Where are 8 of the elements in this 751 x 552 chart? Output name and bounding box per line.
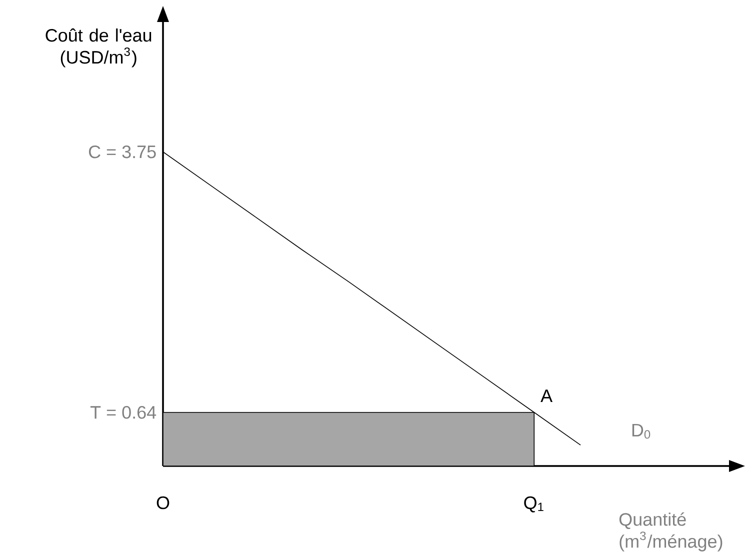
annotation: A	[540, 390, 553, 402]
x-tick-label: O	[156, 496, 170, 510]
x-axis-title: Quantité (m$^{3}$/ménage)	[619, 512, 722, 552]
y-tick-label: C = 3.75	[88, 145, 156, 158]
x-tick-label: Q$_{1}$	[524, 496, 544, 512]
text: D$_{0}$	[632, 424, 650, 439]
y-tick-label: T = 0.64	[90, 406, 156, 419]
y-axis-title: Coût de l'eau (USD/m$^{3}$)	[46, 28, 152, 68]
